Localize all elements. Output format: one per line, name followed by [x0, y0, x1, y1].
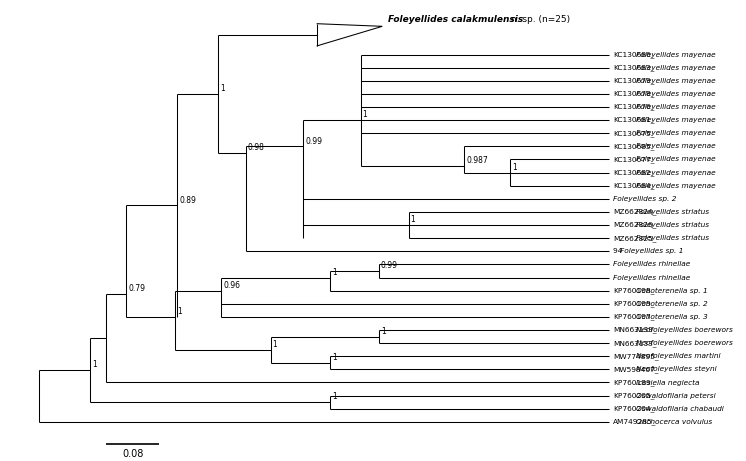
Text: Neofoleyellides steyni: Neofoleyellides steyni [636, 366, 716, 372]
Text: Foleyellides sp. 1: Foleyellides sp. 1 [621, 248, 684, 254]
Text: Ochoterenella sp. 3: Ochoterenella sp. 3 [636, 314, 707, 320]
Text: Neofoleyellides boerewors: Neofoleyellides boerewors [636, 327, 733, 333]
Text: MW598467_: MW598467_ [612, 366, 658, 373]
Text: 0.98: 0.98 [248, 143, 265, 152]
Text: KC130676_: KC130676_ [612, 104, 654, 110]
Text: KC130678_: KC130678_ [612, 90, 654, 97]
Text: Foleyellides striatus: Foleyellides striatus [636, 222, 709, 228]
Text: 0.987: 0.987 [466, 156, 488, 165]
Text: Foleyellides rhinellae: Foleyellides rhinellae [612, 261, 690, 267]
Text: Neofoleyellides martini: Neofoleyellides martini [636, 353, 720, 359]
Text: 1: 1 [92, 361, 97, 369]
Text: MN663139_: MN663139_ [612, 327, 656, 333]
Text: KC130679_: KC130679_ [612, 77, 654, 84]
Text: KC130683_: KC130683_ [612, 64, 654, 71]
Text: KC130681_: KC130681_ [612, 117, 654, 124]
Text: KC130682_: KC130682_ [612, 169, 654, 176]
Text: 0.79: 0.79 [128, 284, 145, 293]
Text: 0.96: 0.96 [223, 281, 240, 290]
Text: 0.08: 0.08 [122, 449, 143, 459]
Text: KP760198_: KP760198_ [612, 287, 654, 294]
Text: Icosiella neglecta: Icosiella neglecta [636, 379, 699, 385]
Text: Foleyellides mayenae: Foleyellides mayenae [636, 91, 715, 97]
Text: 1: 1 [363, 110, 367, 119]
Text: 0.99: 0.99 [305, 136, 322, 146]
Text: KC130675_: KC130675_ [612, 130, 654, 136]
Text: 0.99: 0.99 [381, 261, 398, 270]
Text: 94: 94 [612, 248, 624, 254]
Text: 1: 1 [332, 268, 336, 277]
Text: 1: 1 [410, 215, 416, 224]
Text: 1: 1 [332, 353, 336, 362]
Text: KC130677_: KC130677_ [612, 156, 654, 163]
Text: Foleyellides striatus: Foleyellides striatus [636, 235, 709, 241]
Text: Foleyellides mayenae: Foleyellides mayenae [636, 143, 715, 149]
Text: Foleyellides mayenae: Foleyellides mayenae [636, 183, 715, 189]
Text: 1: 1 [272, 340, 278, 349]
Text: MN663133_: MN663133_ [612, 340, 656, 347]
Text: AM749285_: AM749285_ [612, 419, 656, 425]
Text: KP760189_: KP760189_ [612, 379, 654, 386]
Text: 1: 1 [220, 84, 225, 93]
Text: n. sp. (n=25): n. sp. (n=25) [508, 15, 570, 24]
Text: Oswaldofilaria chabaudi: Oswaldofilaria chabaudi [636, 406, 724, 412]
Text: KP760197_: KP760197_ [612, 313, 654, 320]
Text: Foleyellides mayenae: Foleyellides mayenae [636, 130, 715, 136]
Text: KC130686_: KC130686_ [612, 51, 654, 58]
Text: Foleyellides rhinellae: Foleyellides rhinellae [612, 275, 690, 281]
Text: Oswaldofilaria petersi: Oswaldofilaria petersi [636, 393, 715, 399]
Text: Foleyellides mayenae: Foleyellides mayenae [636, 65, 715, 71]
Text: Foleyellides mayenae: Foleyellides mayenae [636, 170, 715, 176]
Text: KC130684_: KC130684_ [612, 183, 654, 189]
Text: Foleyellides mayenae: Foleyellides mayenae [636, 104, 715, 110]
Text: MZ662825_: MZ662825_ [612, 235, 656, 242]
Text: MZ662824_: MZ662824_ [612, 208, 656, 215]
Text: Foleyellides mayenae: Foleyellides mayenae [636, 156, 715, 162]
Text: MZ662826_: MZ662826_ [612, 222, 656, 229]
Text: 1: 1 [381, 327, 386, 336]
Text: KP760204_: KP760204_ [612, 405, 654, 412]
Text: Ochoterenella sp. 2: Ochoterenella sp. 2 [636, 301, 707, 307]
Text: Onchocerca volvulus: Onchocerca volvulus [636, 419, 712, 425]
Text: Ochoterenella sp. 1: Ochoterenella sp. 1 [636, 288, 707, 294]
Text: Foleyellides mayenae: Foleyellides mayenae [636, 52, 715, 58]
Text: Foleyellides sp. 2: Foleyellides sp. 2 [612, 196, 677, 202]
Text: KP760205_: KP760205_ [612, 392, 654, 399]
Text: 1: 1 [513, 163, 517, 172]
Text: Foleyellides mayenae: Foleyellides mayenae [636, 117, 715, 123]
Text: 0.89: 0.89 [179, 195, 196, 205]
Text: Foleyellides calakmulensis: Foleyellides calakmulensis [388, 15, 523, 24]
Text: 1: 1 [332, 392, 336, 402]
Text: Neofoleyellides boerewors: Neofoleyellides boerewors [636, 340, 733, 346]
Text: 1: 1 [178, 307, 182, 316]
Text: Foleyellides striatus: Foleyellides striatus [636, 209, 709, 215]
Text: KC130685_: KC130685_ [612, 143, 654, 150]
Text: MW774895_: MW774895_ [612, 353, 659, 360]
Text: Foleyellides mayenae: Foleyellides mayenae [636, 78, 715, 84]
Text: KP760199_: KP760199_ [612, 301, 654, 307]
